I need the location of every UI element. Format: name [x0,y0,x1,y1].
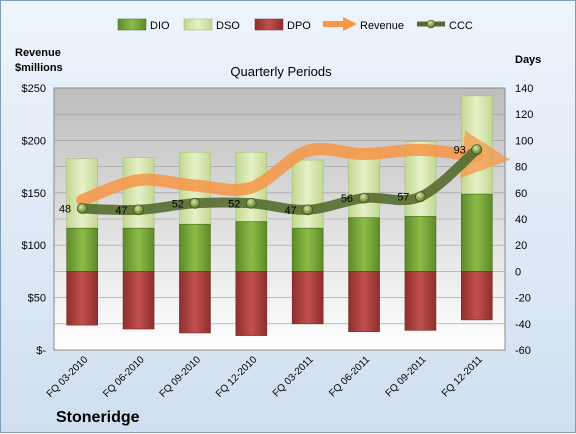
bar-dio [461,193,493,272]
ccc-data-label: 47 [115,205,127,217]
left-tick-label: $- [36,345,46,357]
left-tick-label: $200 [22,135,46,147]
left-tick-label: $50 [28,293,46,305]
category-label: FQ 03-2011 [271,354,316,399]
right-tick-label: -60 [515,345,531,357]
category-label: FQ 06-2011 [327,354,372,399]
company-name: Stoneridge [56,409,140,426]
chart-title: Quarterly Periods [230,64,332,79]
ccc-data-label: 48 [59,204,71,216]
bar-dpo [461,271,493,321]
right-tick-label: 0 [515,266,521,278]
ccc-data-label: 52 [228,198,240,210]
right-axis-title: Days [515,54,541,66]
ccc-data-label: 57 [397,192,409,204]
bar-dpo [66,271,98,326]
revenue-line [76,130,511,207]
ccc-data-label: 52 [172,198,184,210]
bar-dio [348,217,380,272]
ccc-data-label: 47 [284,205,296,217]
bar-dpo [404,271,437,331]
bar-dio [235,221,268,272]
legend-arrow-revenue [343,17,357,31]
ccc-point [76,203,88,214]
bar-dpo [179,271,211,334]
legend-label-ccc: CCC [449,20,473,32]
left-tick-label: $100 [22,240,46,252]
ccc-point [415,191,426,203]
ccc-point [471,144,483,155]
bar-dso [348,150,380,218]
bar-dio [66,227,98,272]
right-tick-label: 40 [515,214,527,226]
category-label: FQ 12-2010 [214,354,260,400]
legend-swatch-dio [117,18,147,31]
bar-dpo [235,271,268,336]
ccc-point [245,197,257,209]
category-label: FQ 06-2010 [101,354,147,400]
right-tick-label: 80 [515,162,527,174]
legend: DIO DSO DPO Revenue CCC [117,17,473,32]
category-label: FQ 09-2010 [158,354,204,400]
bar-dio [122,227,155,272]
lines: 48 47 52 52 47 56 57 93 [59,130,511,217]
right-tick-label: 120 [515,109,533,121]
right-tick-label: 100 [515,135,533,147]
category-label: FQ 09-2011 [384,354,429,399]
bar-dso [122,157,155,229]
ccc-data-label: 93 [454,145,466,157]
bar-dpo [291,271,324,325]
ccc-point [133,204,144,216]
left-tick-label: $150 [22,188,46,200]
right-tick-label: -40 [515,319,531,331]
bar-dio [179,223,211,272]
bars [66,95,493,336]
bar-dpo [122,271,155,330]
legend-swatch-dpo [254,18,284,31]
legend-swatch-dso [183,18,213,31]
category-label: FQ 12-2011 [440,354,485,399]
bar-dso [291,159,324,229]
bar-dio [404,216,437,272]
right-tick-label: 20 [515,240,527,252]
ccc-data-label: 56 [341,193,353,205]
right-tick-label: 140 [515,83,533,95]
ccc-point [189,197,201,209]
left-tick-label: $250 [22,83,46,95]
right-tick-label: 60 [515,188,527,200]
legend-label-revenue: Revenue [360,20,404,32]
legend-label-dio: DIO [150,20,170,32]
ccc-point [302,204,314,216]
legend-label-dso: DSO [216,20,240,32]
category-label: FQ 03-2010 [45,354,91,400]
legend-label-dpo: DPO [287,20,311,32]
left-axis-title-line2: $millions [15,62,63,74]
bar-dio [291,227,324,272]
right-tick-label: -20 [515,293,531,305]
left-axis-title-line1: Revenue [15,47,61,59]
legend-marker-ccc [426,19,436,29]
bar-dpo [348,271,380,332]
ccc-point [358,192,370,204]
